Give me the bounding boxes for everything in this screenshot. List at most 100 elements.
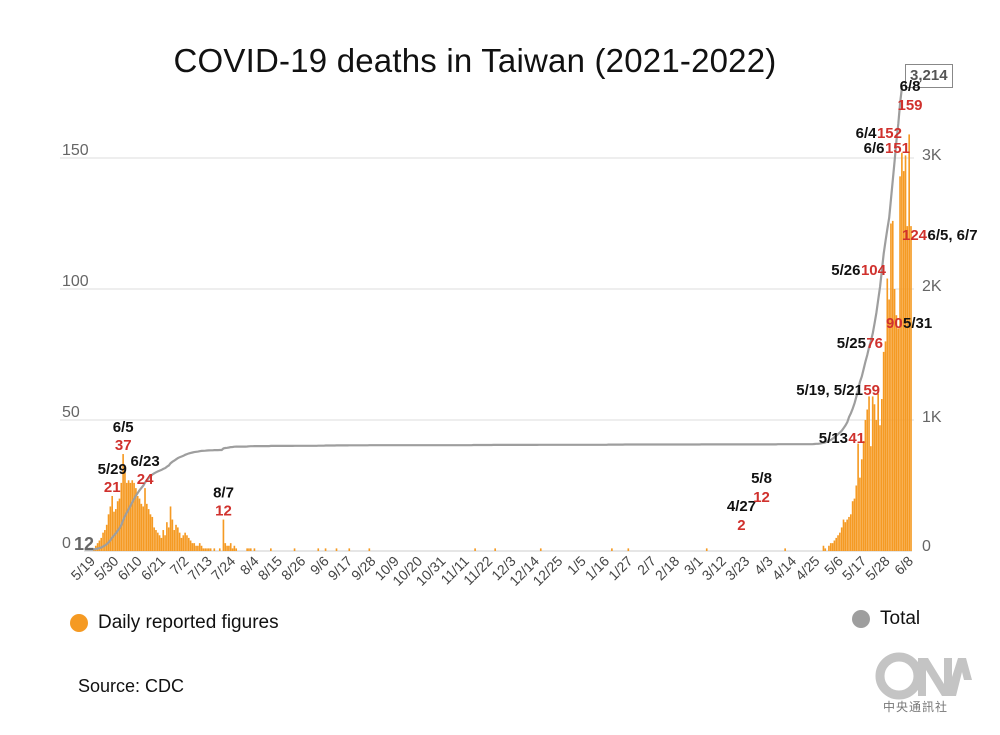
bar [906, 226, 909, 551]
annotation-value-label: 159 [897, 97, 922, 114]
bar [213, 548, 216, 551]
bar [116, 501, 119, 551]
bar [855, 485, 858, 551]
bar [222, 519, 225, 551]
bar [184, 532, 186, 551]
annotation-date-label: 5/26 [831, 262, 860, 279]
y-tick-label: 150 [62, 142, 89, 159]
bar [200, 545, 203, 551]
bar [910, 226, 912, 551]
bar [102, 532, 104, 551]
legend-daily: Daily reported figures [70, 612, 279, 634]
bar [146, 503, 148, 551]
source-note: Source: CDC [78, 676, 185, 696]
bar [839, 532, 841, 551]
bar [124, 472, 126, 551]
bar [875, 420, 878, 551]
bar [111, 495, 113, 551]
bar [160, 537, 163, 551]
legend-dot-icon [70, 614, 88, 632]
bar [115, 509, 117, 551]
bar [191, 543, 194, 551]
total-count-badge: 3,214 [905, 64, 953, 88]
annotation-value-label: 104 [861, 262, 887, 279]
bar [848, 516, 850, 551]
bar [873, 404, 876, 551]
x-tick-label: 7/24 [208, 553, 239, 584]
bar [142, 506, 145, 551]
bar [611, 548, 613, 551]
bar [218, 548, 221, 551]
bar [127, 480, 130, 551]
bar [166, 522, 168, 551]
bar [228, 545, 230, 551]
bar [107, 514, 110, 551]
bar [120, 482, 123, 551]
bar [857, 443, 859, 551]
bar [175, 524, 177, 551]
bar [171, 519, 174, 551]
bar [182, 535, 185, 551]
bar [193, 543, 196, 551]
bar [837, 535, 839, 551]
bar [180, 537, 183, 551]
annotation-date-label: 5/25 [837, 335, 866, 352]
bar [828, 545, 830, 551]
y2-tick-label: 3K [922, 147, 942, 164]
bar [317, 548, 320, 551]
bar [226, 545, 228, 551]
x-tick-label: 5/28 [862, 553, 893, 584]
bar [324, 548, 327, 551]
bar [98, 540, 101, 551]
bar [888, 299, 890, 551]
bar [901, 152, 903, 551]
bar [164, 535, 166, 551]
legend-daily-label: Daily reported figures [98, 612, 279, 633]
bar [133, 482, 135, 551]
annotation-value-label: 12 [753, 489, 770, 506]
y2-tick-label: 1K [922, 409, 942, 426]
bar [248, 548, 250, 551]
bar [904, 155, 907, 551]
bar [877, 393, 879, 551]
annotation-date-label: 6/6 [864, 140, 885, 157]
bar [229, 543, 232, 551]
bar [178, 532, 181, 551]
bar [195, 545, 197, 551]
bar [118, 498, 121, 551]
x-tick-label: 2/18 [652, 553, 683, 584]
y-tick-label: 50 [62, 404, 80, 421]
bar [233, 545, 236, 551]
y2-tick-label: 2K [922, 278, 942, 295]
bar [705, 548, 708, 551]
annotation-value-label: 21 [104, 479, 121, 496]
bar [899, 176, 901, 551]
bar [189, 540, 192, 551]
bar [206, 548, 208, 551]
bar [138, 498, 141, 551]
bar [235, 548, 238, 551]
legend-total: Total [852, 608, 920, 630]
bar [246, 548, 248, 551]
x-tick-label: 3/23 [722, 553, 753, 584]
legend-dot-icon [852, 610, 870, 628]
bar [824, 548, 827, 551]
bar [167, 527, 170, 551]
bar [162, 530, 165, 551]
x-tick-label: 6/8 [891, 553, 916, 578]
y-tick-label: 100 [62, 273, 89, 290]
bar [897, 328, 900, 551]
bar [173, 530, 176, 551]
bar [105, 524, 108, 551]
annotation-value-label: 124 [902, 227, 928, 244]
bar [109, 506, 112, 551]
bar [864, 420, 867, 551]
bar [129, 482, 132, 551]
bar [136, 495, 139, 551]
bar [253, 548, 256, 551]
bar [113, 511, 115, 551]
bar [849, 514, 852, 551]
bar [627, 548, 630, 551]
bar [908, 134, 910, 552]
